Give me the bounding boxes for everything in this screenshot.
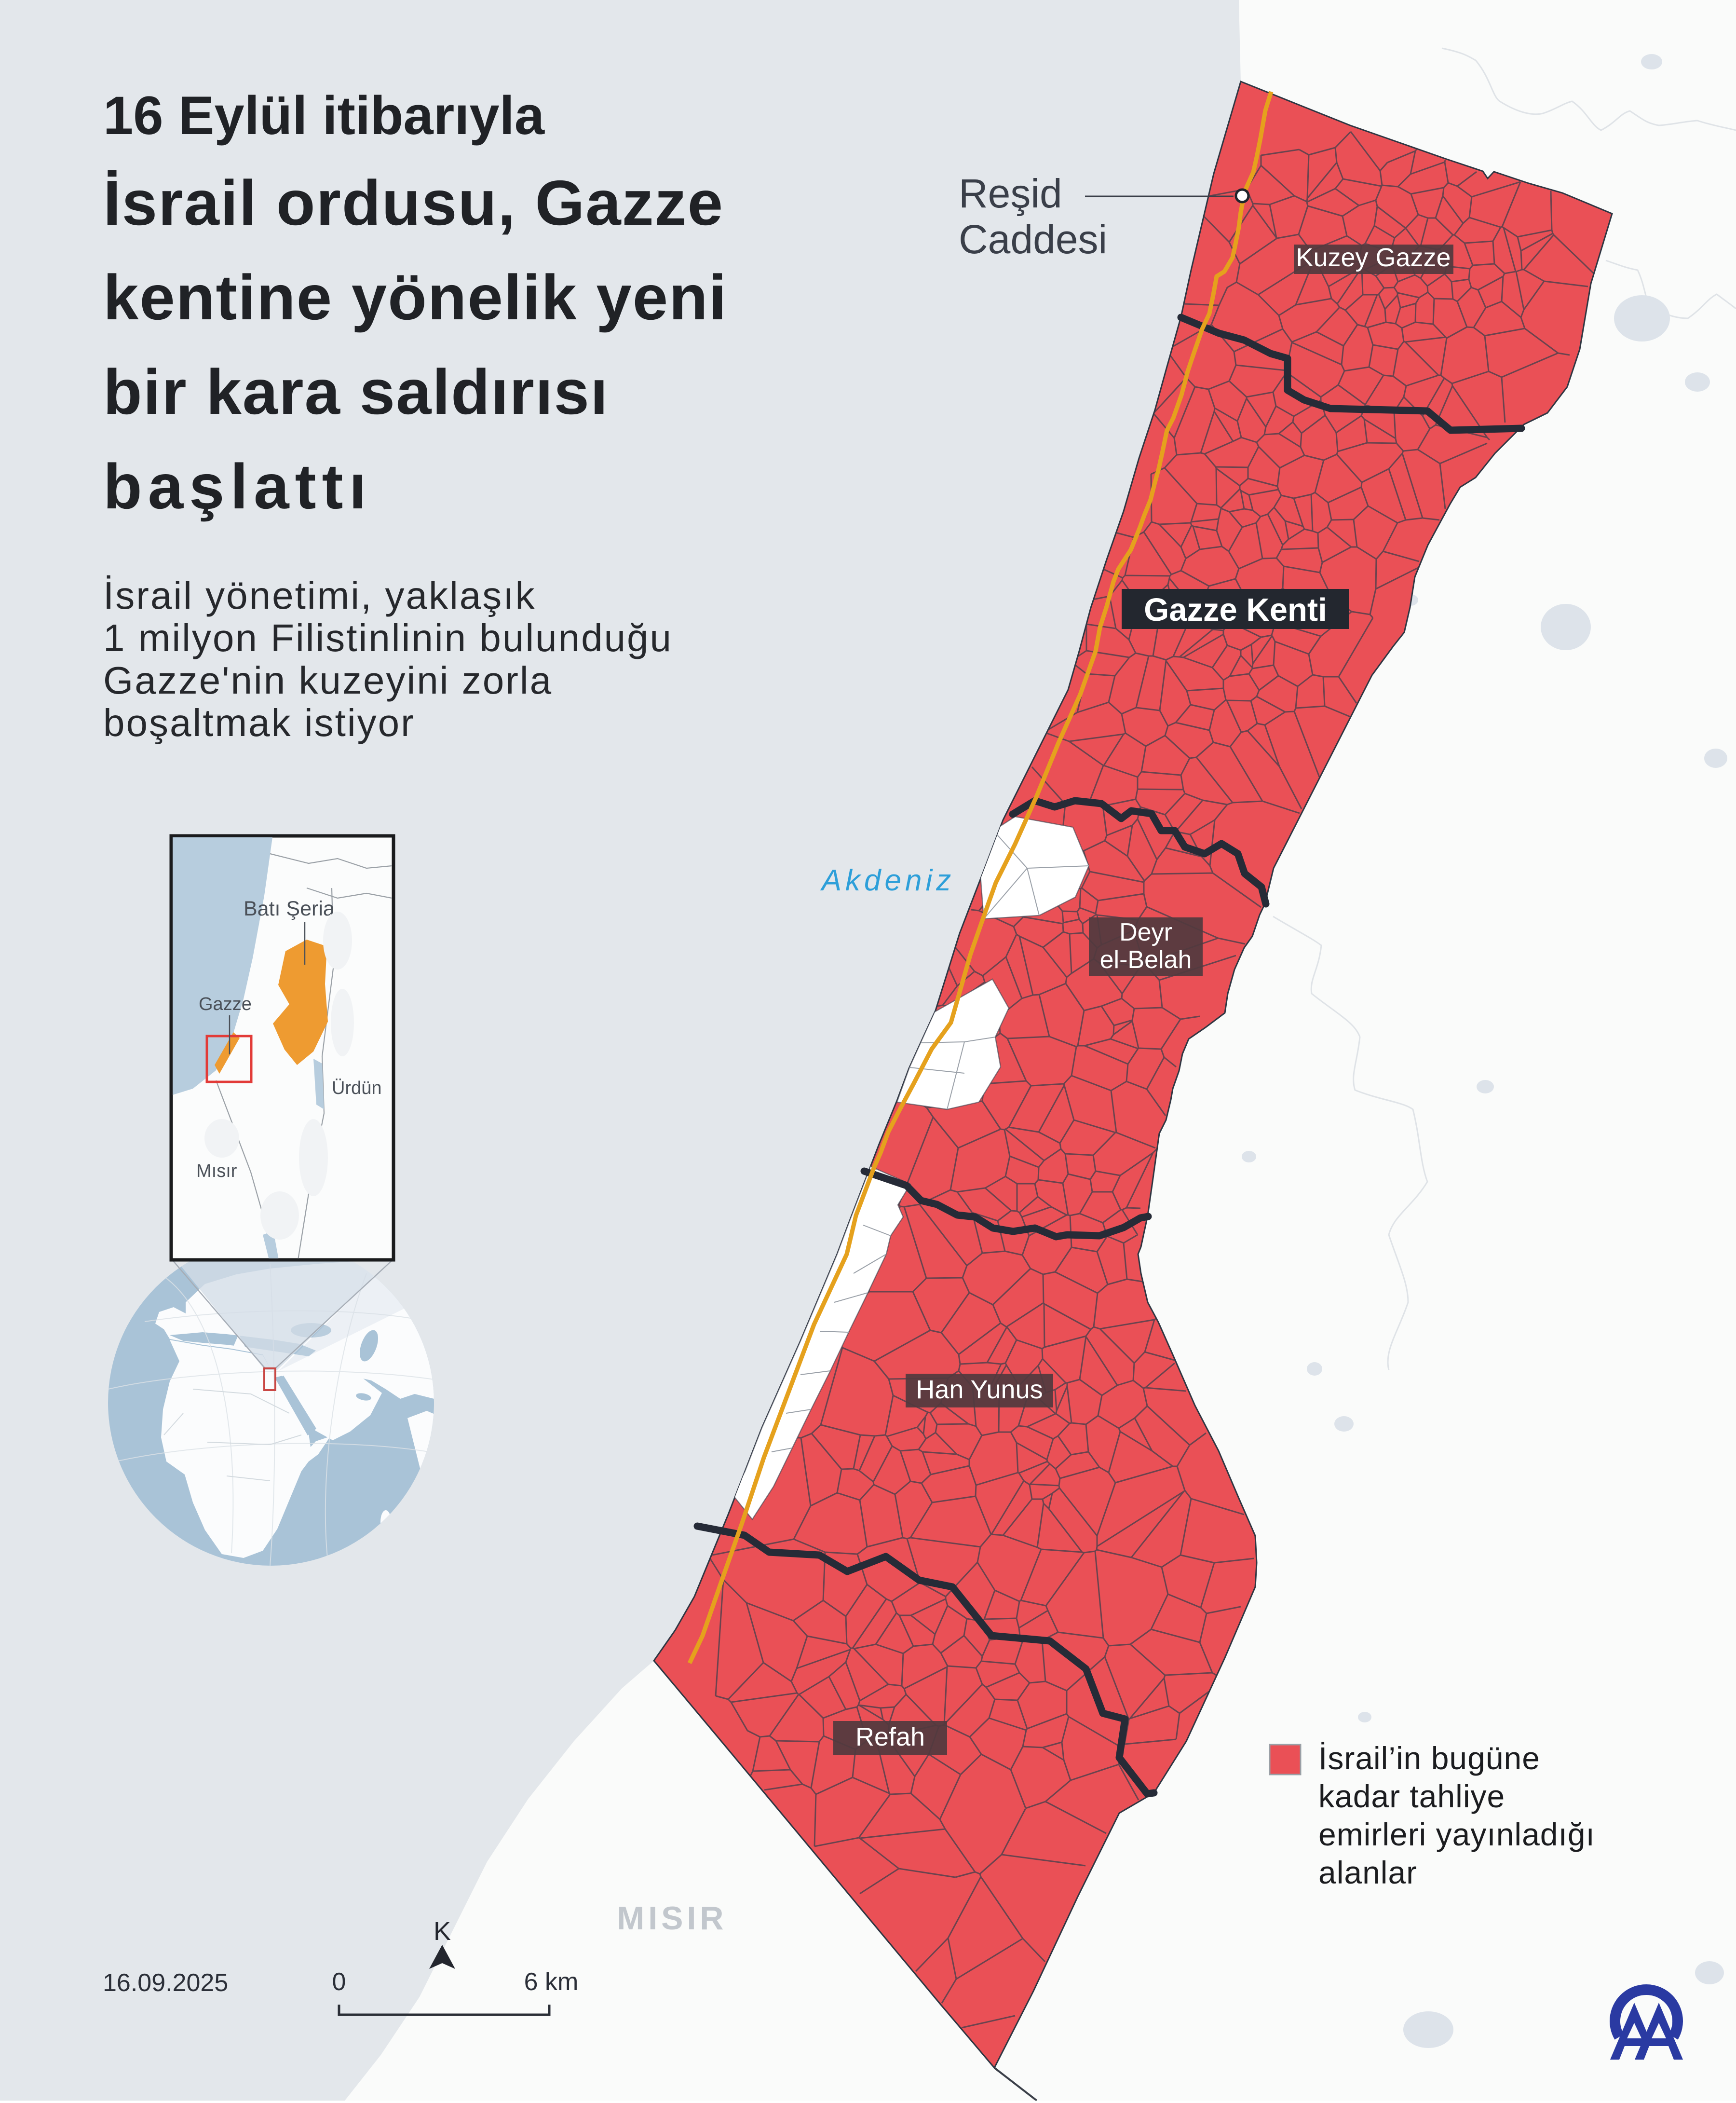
svg-text:el-Belah: el-Belah [1100,946,1192,974]
svg-text:kadar tahliye: kadar tahliye [1318,1778,1505,1814]
svg-text:Batı Şeria: Batı Şeria [244,897,335,920]
svg-text:Han Yunus: Han Yunus [916,1375,1043,1404]
svg-text:İsrail’in bugüne: İsrail’in bugüne [1318,1740,1540,1776]
svg-text:bir kara saldırısı: bir kara saldırısı [103,356,609,427]
svg-text:Reşid: Reşid [959,171,1062,216]
svg-text:Ürdün: Ürdün [332,1078,382,1098]
svg-text:Caddesi: Caddesi [959,217,1107,262]
svg-text:Mısır: Mısır [196,1161,237,1181]
svg-text:boşaltmak istiyor: boşaltmak istiyor [103,701,415,744]
svg-text:1 milyon Filistinlinin bulundu: 1 milyon Filistinlinin bulunduğu [103,616,673,659]
svg-text:K: K [434,1917,451,1946]
svg-text:Akdeniz: Akdeniz [820,864,955,897]
svg-text:Refah: Refah [855,1722,925,1751]
svg-text:İsrail yönetimi, yaklaşık: İsrail yönetimi, yaklaşık [103,574,536,617]
svg-text:6 km: 6 km [524,1968,579,1996]
svg-text:Gazze: Gazze [199,994,252,1014]
svg-text:Deyr: Deyr [1119,918,1172,946]
svg-text:kentine yönelik yeni: kentine yönelik yeni [103,262,727,333]
svg-text:MISIR: MISIR [617,1900,728,1937]
svg-text:İsrail ordusu, Gazze: İsrail ordusu, Gazze [103,167,724,238]
svg-text:16.09.2025: 16.09.2025 [103,1969,228,1997]
svg-text:başlattı: başlattı [103,451,372,522]
svg-text:16 Eylül itibarıyla: 16 Eylül itibarıyla [103,85,545,146]
svg-text:Gazze Kenti: Gazze Kenti [1144,592,1327,628]
svg-text:Kuzey Gazze: Kuzey Gazze [1296,243,1451,272]
svg-text:alanlar: alanlar [1318,1855,1417,1890]
svg-text:0: 0 [332,1968,346,1996]
svg-text:emirleri yayınladığı: emirleri yayınladığı [1318,1816,1595,1852]
svg-text:Gazze'nin kuzeyini zorla: Gazze'nin kuzeyini zorla [103,659,553,702]
